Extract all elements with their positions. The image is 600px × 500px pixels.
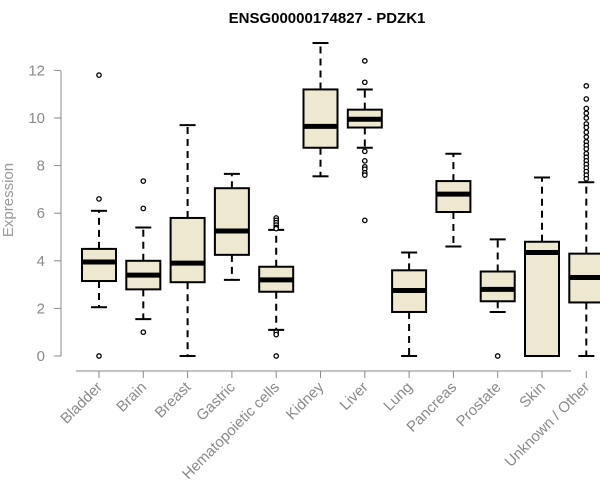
y-tick-label: 10 xyxy=(28,110,45,127)
y-tick-label: 6 xyxy=(37,205,45,222)
outlier-point xyxy=(361,217,368,224)
y-tick-label: 12 xyxy=(28,62,45,79)
boxes-layer xyxy=(81,42,600,359)
chart-title: ENSG00000174827 - PDZK1 xyxy=(229,10,426,27)
outlier-point xyxy=(583,134,590,140)
outlier-point xyxy=(583,110,590,117)
outlier-point xyxy=(273,225,280,232)
y-tick-label: 2 xyxy=(37,300,45,317)
box-group xyxy=(479,238,516,359)
iqr-box xyxy=(302,88,339,149)
outlier-point xyxy=(273,353,280,359)
outlier-point xyxy=(583,83,590,89)
iqr-box xyxy=(479,270,516,303)
y-axis-label: Expression xyxy=(0,163,17,237)
box-group xyxy=(302,42,339,178)
x-tick-label: Kidney xyxy=(283,378,328,423)
outlier-point xyxy=(273,331,280,338)
outlier-point xyxy=(140,329,147,336)
box-group xyxy=(81,72,117,359)
iqr-box xyxy=(169,216,206,284)
outlier-point xyxy=(96,353,102,359)
x-tick-label: Bladder xyxy=(57,379,106,428)
box-group xyxy=(258,215,295,359)
iqr-box xyxy=(81,247,117,283)
outlier-point xyxy=(96,196,102,202)
outlier-point xyxy=(361,172,368,178)
outlier-point xyxy=(583,124,590,131)
outlier-point xyxy=(361,148,368,155)
box-group xyxy=(435,152,472,248)
outlier-point xyxy=(583,96,590,102)
iqr-box xyxy=(524,240,560,357)
outlier-point xyxy=(583,129,590,136)
iqr-box xyxy=(213,187,250,256)
y-tick-label: 8 xyxy=(37,158,45,175)
x-tick-label: Unknown / Other xyxy=(502,379,594,471)
outlier-point xyxy=(583,115,590,121)
outlier-point xyxy=(583,105,590,112)
box-group xyxy=(568,83,600,357)
box-group xyxy=(169,124,206,357)
box-group xyxy=(524,176,560,357)
outlier-point xyxy=(140,205,147,212)
box-group xyxy=(346,58,383,224)
x-tick-label: Lung xyxy=(380,379,416,415)
outlier-point xyxy=(361,157,368,164)
x-tick-label: Liver xyxy=(337,379,372,414)
y-tick-label: 0 xyxy=(37,348,45,365)
outlier-point xyxy=(583,175,590,182)
box-group xyxy=(125,178,162,336)
outlier-point xyxy=(361,58,368,64)
box-group xyxy=(391,251,428,357)
outlier-point xyxy=(140,178,147,184)
outlier-point xyxy=(494,353,501,359)
x-tick-label: Skin xyxy=(516,379,549,412)
x-tick-label: Brain xyxy=(113,379,150,416)
x-tick-label: Prostate xyxy=(453,379,505,431)
x-axis-ticks xyxy=(98,371,587,378)
outlier-point xyxy=(583,146,590,152)
outlier-point xyxy=(96,72,102,79)
y-tick-label: 4 xyxy=(37,253,45,270)
y-axis-ticks: 0 2 4 6 8 10 12 xyxy=(28,62,61,365)
x-tick-label: Breast xyxy=(152,378,195,421)
outlier-point xyxy=(361,79,368,86)
box-group xyxy=(213,172,250,281)
